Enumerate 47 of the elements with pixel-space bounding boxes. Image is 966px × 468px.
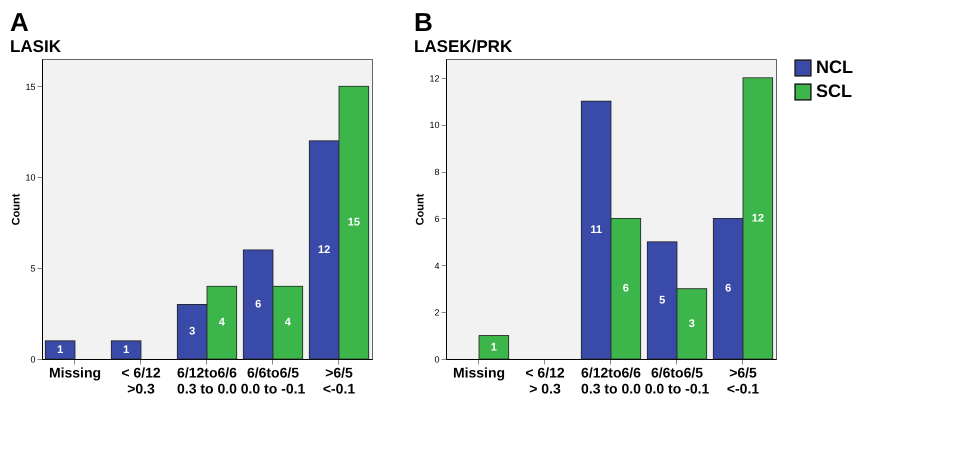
data-label: 1 (490, 341, 497, 354)
x-tick-label: Missing (48, 364, 102, 380)
data-label: 6 (255, 298, 262, 310)
bar (44, 340, 76, 360)
data-label: 15 (348, 216, 360, 229)
x-tick-label: 6/12to6/6 0.3 to 0.0 (581, 364, 642, 396)
y-axis-title: Count (414, 193, 426, 226)
data-label: 4 (284, 316, 292, 329)
data-label: 11 (590, 224, 602, 236)
y-axis-title: Count (10, 193, 22, 226)
chart-subtitle: LASEK/PRK (414, 37, 513, 56)
data-label: 3 (189, 326, 196, 338)
x-tick-label: 6/6to6/5 0.0 to -0.1 (240, 364, 306, 396)
y-tick-label: 4 (434, 260, 440, 271)
data-label: 6 (725, 282, 732, 295)
chart-title: B (414, 7, 433, 37)
bar (110, 340, 142, 360)
data-label: 5 (659, 294, 666, 306)
data-label: 12 (752, 212, 764, 224)
data-label: 4 (218, 316, 226, 329)
x-tick-label: < 6/12 > 0.3 (525, 364, 565, 396)
legend-label: NCL (816, 57, 853, 77)
chart-subtitle: LASIK (10, 37, 62, 56)
y-tick-label: 10 (25, 172, 36, 183)
y-tick-label: 0 (30, 354, 36, 364)
x-tick-label: Missing (452, 364, 506, 380)
y-tick-label: 6 (434, 214, 440, 224)
data-label: 12 (318, 244, 330, 256)
x-tick-label: 6/12to6/6 0.3 to 0.0 (177, 364, 238, 396)
x-tick-label: >6/5 <-0.1 (726, 364, 760, 396)
data-label: 1 (123, 344, 130, 356)
y-tick-label: 8 (434, 167, 440, 177)
x-tick-label: < 6/12 >0.3 (121, 364, 161, 396)
y-tick-label: 10 (429, 120, 440, 130)
data-label: 6 (622, 282, 629, 295)
y-tick-label: 12 (429, 73, 440, 84)
x-tick-label: 6/6to6/5 0.0 to -0.1 (644, 364, 710, 396)
y-tick-label: 0 (434, 354, 440, 364)
bar (478, 335, 510, 360)
y-tick-label: 5 (30, 264, 36, 274)
legend-label: SCL (816, 81, 852, 101)
data-label: 3 (688, 318, 695, 330)
y-tick-label: 2 (434, 308, 440, 318)
data-label: 1 (57, 344, 64, 356)
y-tick-label: 15 (25, 82, 36, 92)
chart-title: A (10, 7, 29, 37)
x-tick-label: >6/5 <-0.1 (322, 364, 356, 396)
